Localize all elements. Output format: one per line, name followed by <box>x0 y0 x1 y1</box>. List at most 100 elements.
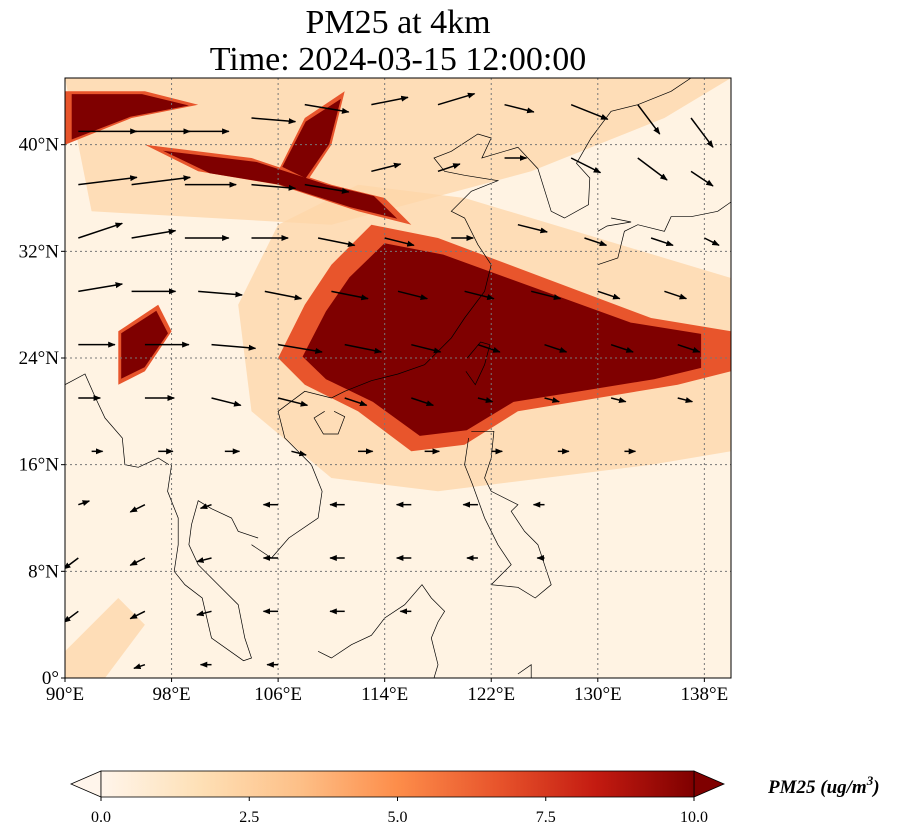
wind-arrow <box>704 237 720 247</box>
wind-arrow <box>131 228 177 239</box>
wind-arrow <box>584 237 608 247</box>
lat-tick-label: 40°N <box>19 135 60 156</box>
wind-arrow <box>437 163 461 173</box>
lon-tick-label: 138°E <box>681 684 729 705</box>
core-central-east-china-plume <box>302 243 702 436</box>
coastline-segment <box>251 78 692 559</box>
wind-arrow <box>597 290 621 300</box>
colorbar-max-extend <box>693 770 726 798</box>
coastline-segment <box>517 664 532 678</box>
colorbar: 0.0 2.5 5.0 7.5 10.0 <box>69 770 726 826</box>
wind-arrow <box>650 237 674 247</box>
wind-arrow <box>65 557 79 570</box>
wind-arrow <box>677 397 694 403</box>
wind-vectors <box>65 92 720 670</box>
wind-arrow <box>637 157 668 181</box>
wind-arrow <box>570 157 602 174</box>
lon-tick-label: 98°E <box>152 684 190 705</box>
wind-arrow <box>291 450 307 457</box>
lat-tick-label: 24°N <box>19 348 60 369</box>
wind-arrow <box>331 290 369 301</box>
wind-arrow <box>610 397 627 403</box>
wind-arrow <box>198 290 243 298</box>
lat-tick-label: 0° <box>42 668 59 689</box>
wind-arrow <box>129 503 146 513</box>
coastline-segment <box>65 373 170 468</box>
wind-arrow <box>317 237 356 247</box>
colorbar-label-close: ) <box>871 777 879 798</box>
wind-arrow <box>371 162 402 173</box>
wind-arrow <box>199 503 212 510</box>
map-subtitle-time: Time: 2024-03-15 12:00:00 <box>209 41 587 78</box>
core-ordos-streak <box>282 98 341 179</box>
wind-arrow <box>304 183 350 194</box>
wind-arrow <box>517 223 548 234</box>
wind-arrow <box>384 237 415 247</box>
wind-arrow <box>196 610 212 617</box>
wind-arrow <box>78 222 123 239</box>
wind-arrow <box>129 557 146 567</box>
wind-arrow <box>344 397 368 407</box>
lon-tick-label: 90°E <box>46 684 84 705</box>
wind-arrow <box>304 103 350 114</box>
wind-arrow <box>570 103 609 121</box>
core-north-china-band <box>162 150 398 219</box>
wind-arrow <box>477 397 494 403</box>
wind-arrow <box>65 610 79 623</box>
colorbar-tick-label: 7.5 <box>536 809 556 826</box>
wind-arrow <box>277 397 309 407</box>
wind-arrow <box>211 343 257 351</box>
lon-tick-label: 114°E <box>361 684 408 705</box>
wind-arrow <box>371 95 409 106</box>
wind-arrow <box>690 117 714 148</box>
wind-arrow <box>464 290 495 300</box>
lat-tick-label: 16°N <box>19 455 60 476</box>
coastline-segment <box>597 217 632 232</box>
wind-arrow <box>131 175 191 186</box>
wind-arrow <box>544 397 560 403</box>
colorbar-tick-label: 0.0 <box>91 809 111 826</box>
moderate-southwest-corner <box>65 598 145 678</box>
wind-arrow <box>610 343 634 353</box>
lon-tick-label: 106°E <box>254 684 302 705</box>
wind-arrow <box>251 183 297 191</box>
wind-arrow <box>264 290 303 301</box>
wind-arrow <box>531 290 562 300</box>
lon-tick-label: 122°E <box>467 684 515 705</box>
wind-arrow <box>196 557 212 563</box>
colorbar-gradient <box>100 770 695 798</box>
coastline-segment <box>313 410 346 435</box>
wind-arrow <box>211 397 242 407</box>
colorbar-label: PM25 (ug/m3) <box>767 773 880 798</box>
wind-arrow <box>411 343 442 354</box>
wind-arrow <box>504 103 535 114</box>
colorbar-tick-label: 2.5 <box>239 809 259 826</box>
lon-tick-label: 130°E <box>574 684 622 705</box>
wind-arrow <box>544 343 568 353</box>
wind-arrow <box>344 343 383 354</box>
wind-arrow <box>690 170 714 187</box>
moderate-northern-strip <box>65 78 731 225</box>
map-title: PM25 at 4km <box>305 4 491 41</box>
lat-tick-label: 32°N <box>19 241 60 262</box>
wind-arrow <box>78 282 124 293</box>
coastline-segment <box>317 584 446 678</box>
colorbar-label-superscript: 3 <box>866 773 874 788</box>
colorbar-tick-label: 5.0 <box>388 809 408 826</box>
colorbar-tick-label: 10.0 <box>680 809 708 826</box>
wind-arrow <box>251 117 297 125</box>
wind-arrow <box>78 175 138 186</box>
coastline-segment <box>597 144 731 266</box>
core-northwest-edge <box>71 94 189 140</box>
wind-arrow <box>129 610 146 620</box>
wind-arrow <box>437 92 476 106</box>
axis-ticks: 90°E 98°E 106°E 114°E 122°E 130°E 138°E 0° 8°N 16… <box>19 135 729 705</box>
wind-arrow <box>78 500 91 506</box>
wind-arrow <box>637 104 661 135</box>
wind-arrow <box>677 343 701 353</box>
wind-arrow <box>133 663 146 670</box>
core-yunnan-myanmar <box>121 310 168 379</box>
wind-arrow <box>277 343 323 354</box>
coastline-segment <box>464 430 552 599</box>
